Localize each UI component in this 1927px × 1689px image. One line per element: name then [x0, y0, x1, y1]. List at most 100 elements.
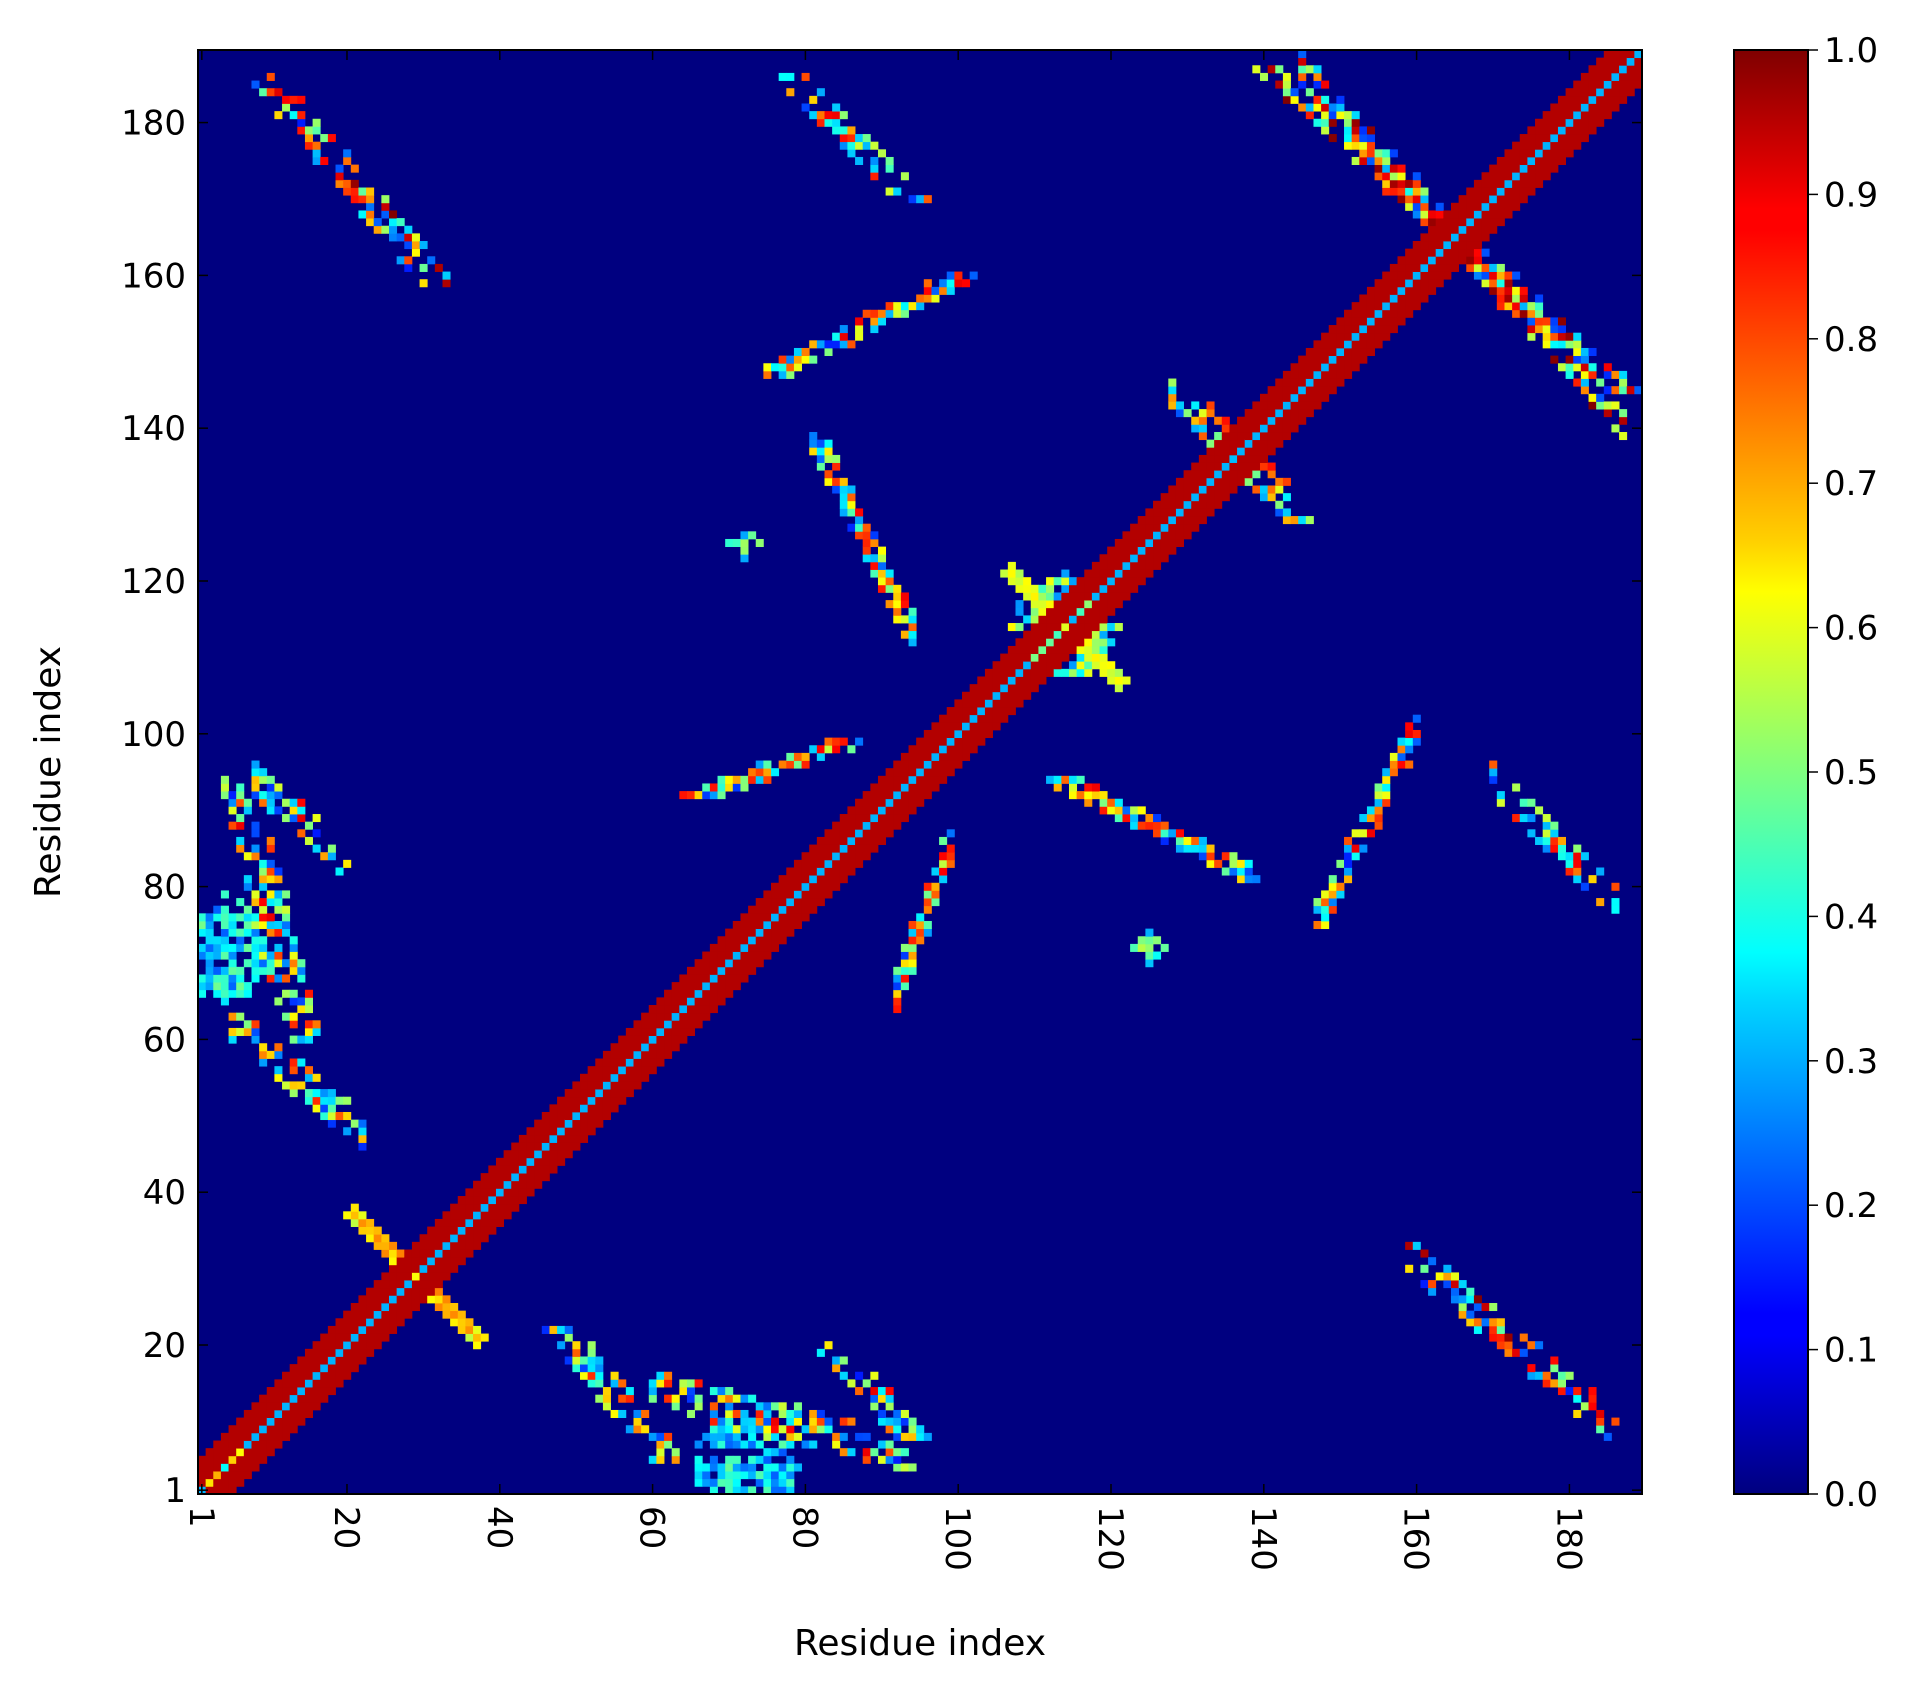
heatmap-cell	[702, 959, 711, 968]
heatmap-cell	[1603, 370, 1612, 379]
heatmap-cell	[885, 1394, 894, 1403]
heatmap-cell	[832, 882, 841, 891]
heatmap-cell	[709, 1463, 718, 1472]
heatmap-cell	[289, 1066, 298, 1075]
heatmap-cell	[419, 1257, 428, 1266]
heatmap-cell	[243, 920, 252, 930]
heatmap-cell	[633, 1050, 642, 1059]
heatmap-cell	[274, 943, 283, 952]
heatmap-cell	[1565, 859, 1574, 868]
heatmap-cell	[457, 1325, 466, 1334]
heatmap-cell	[1405, 729, 1414, 739]
heatmap-cell	[1504, 202, 1513, 211]
heatmap-cell	[832, 745, 841, 754]
heatmap-cell	[786, 890, 795, 899]
heatmap-cell	[297, 798, 306, 807]
heatmap-cell	[786, 363, 795, 372]
heatmap-cell	[557, 1104, 566, 1113]
heatmap-cell	[1107, 661, 1116, 670]
heatmap-cell	[1596, 80, 1605, 89]
heatmap-cell	[786, 1409, 795, 1418]
heatmap-cell	[1023, 592, 1032, 601]
heatmap-cell	[855, 1387, 864, 1396]
heatmap-cell	[1229, 859, 1238, 868]
heatmap-cell	[343, 1348, 352, 1357]
heatmap-cell	[320, 852, 329, 861]
heatmap-cell	[1603, 363, 1612, 372]
heatmap-cell	[251, 1409, 260, 1418]
heatmap-cell	[1267, 447, 1276, 456]
heatmap-cell	[1450, 263, 1460, 272]
heatmap-cell	[572, 1096, 581, 1105]
heatmap-cell	[1382, 783, 1391, 792]
heatmap-cell	[335, 1356, 344, 1365]
heatmap-cell	[457, 1196, 466, 1205]
heatmap-cell	[1030, 607, 1039, 616]
heatmap-cell	[335, 1318, 344, 1327]
heatmap-cell	[931, 775, 940, 784]
heatmap-cell	[1619, 80, 1628, 89]
heatmap-cell	[870, 1394, 879, 1403]
heatmap-cell	[908, 951, 917, 960]
heatmap-cell	[786, 752, 795, 761]
heatmap-cell	[1000, 699, 1009, 708]
heatmap-cell	[1580, 363, 1589, 372]
heatmap-cell	[274, 1050, 283, 1059]
heatmap-cell	[1519, 172, 1528, 181]
heatmap-cell	[266, 798, 275, 807]
heatmap-cell	[748, 943, 757, 952]
heatmap-cell	[732, 1478, 741, 1487]
heatmap-cell	[396, 1280, 405, 1289]
heatmap-cell	[289, 798, 298, 807]
heatmap-cell	[1496, 279, 1505, 288]
heatmap-cell	[686, 1379, 696, 1388]
heatmap-cell	[832, 844, 841, 853]
heatmap-cell	[480, 1211, 489, 1220]
heatmap-cell	[457, 1203, 466, 1212]
heatmap-cell	[220, 920, 229, 930]
heatmap-cell	[1321, 378, 1330, 387]
heatmap-cell	[534, 1142, 543, 1151]
heatmap-cell	[1091, 569, 1100, 578]
heatmap-cell	[1504, 1341, 1513, 1350]
heatmap-cell	[1496, 164, 1505, 173]
heatmap-cell	[908, 791, 917, 800]
heatmap-cell	[923, 775, 932, 784]
heatmap-cell	[763, 943, 772, 952]
heatmap-cell	[1023, 668, 1032, 677]
heatmap-cell	[717, 989, 726, 998]
heatmap-cell	[1382, 791, 1391, 800]
heatmap-cell	[809, 905, 818, 914]
heatmap-cell	[1007, 577, 1016, 586]
heatmap-cell	[1473, 225, 1482, 234]
heatmap-cell	[541, 1142, 550, 1151]
heatmap-cell	[671, 1448, 680, 1457]
heatmap-cell	[862, 141, 871, 150]
heatmap-cell	[832, 875, 841, 884]
heatmap-cell	[1481, 248, 1490, 257]
heatmap-cell	[1282, 386, 1291, 395]
heatmap-cell	[908, 928, 917, 937]
heatmap-cell	[877, 798, 887, 807]
heatmap-cell	[809, 432, 818, 441]
heatmap-cell	[885, 1455, 894, 1464]
heatmap-cell	[1344, 332, 1353, 341]
heatmap-cell	[1336, 103, 1345, 112]
heatmap-cell	[1580, 386, 1589, 395]
heatmap-cell	[488, 1211, 497, 1220]
heatmap-cell	[1473, 210, 1482, 219]
heatmap-cell	[251, 775, 260, 784]
heatmap-cell	[259, 859, 268, 868]
heatmap-cell	[236, 1448, 245, 1457]
heatmap-cell	[1573, 340, 1582, 349]
heatmap-cell	[1496, 798, 1505, 807]
heatmap-cell	[1145, 561, 1154, 570]
heatmap-cell	[1068, 638, 1078, 647]
heatmap-cell	[358, 1302, 367, 1312]
heatmap-cell	[1634, 57, 1643, 66]
heatmap-cell	[1275, 378, 1284, 387]
heatmap-cell	[549, 1157, 558, 1166]
heatmap-cell	[1328, 355, 1337, 364]
heatmap-cell	[282, 913, 291, 922]
